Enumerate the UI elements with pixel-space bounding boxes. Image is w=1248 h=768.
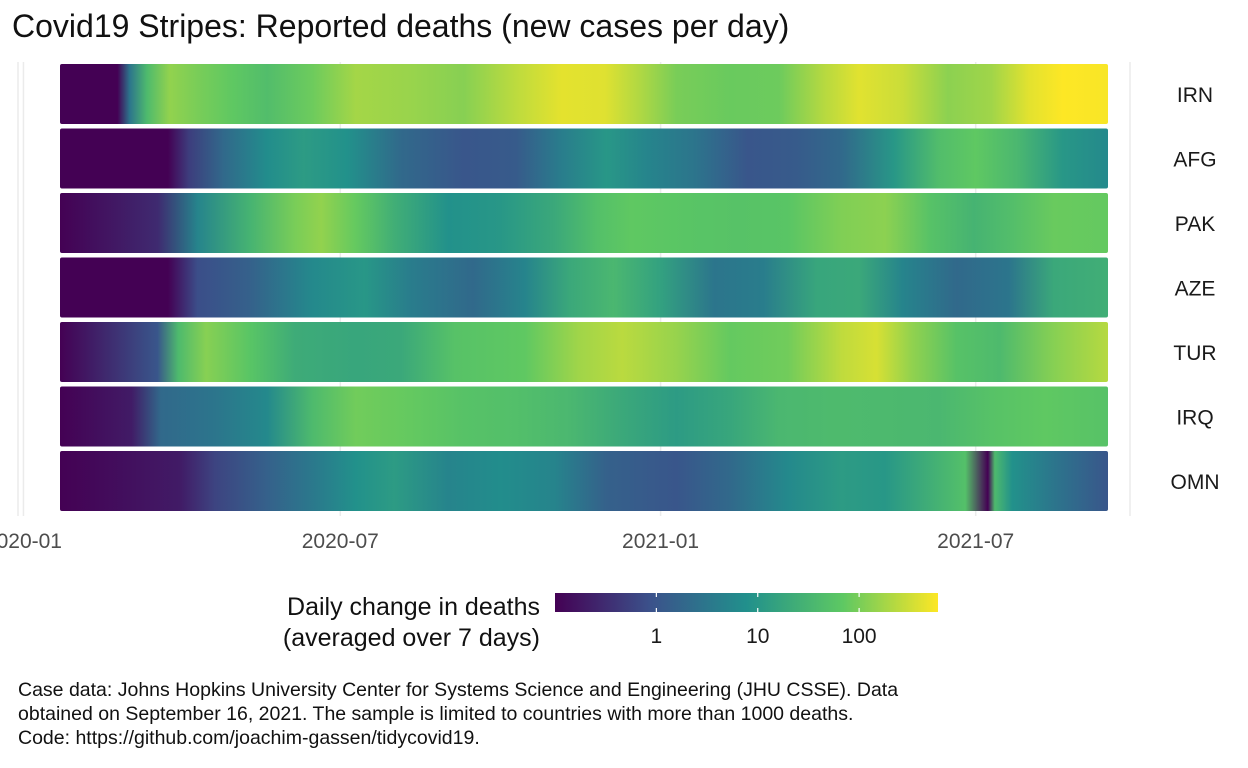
color-legend: 1 10 100 [555,593,938,648]
country-label: PAK [1175,213,1215,236]
country-label: AFG [1173,149,1216,172]
legend-break-label: 10 [746,625,769,648]
x-tick-label: 2020-01 [0,530,62,553]
stripe-row-afg [60,128,1108,189]
country-label: TUR [1173,342,1216,365]
caption-line-1: Case data: Johns Hopkins University Cent… [18,679,899,701]
country-label: OMN [1171,471,1220,494]
stripe-row-irq [60,386,1108,447]
caption-line-3: Code: https://github.com/joachim-gassen/… [18,727,480,749]
caption: Case data: Johns Hopkins University Cent… [18,678,1198,750]
x-tick-label: 2020-07 [302,530,379,553]
country-labels: IRN AFG PAK AZE TUR IRQ OMN [1171,84,1220,494]
country-label: IRQ [1176,407,1213,430]
legend-colorbar [555,593,938,612]
stripe-row-aze [60,257,1108,318]
stripe-row-pak [60,193,1108,253]
legend-title-line1: Daily change in deaths [287,593,540,621]
stripe-row-omn [60,451,1108,511]
x-tick-label: 2021-07 [937,530,1014,553]
legend-break-label: 100 [842,625,877,648]
country-label: IRN [1177,84,1213,107]
stripe-rows [60,64,1108,511]
legend-title-line2: (averaged over 7 days) [282,624,540,652]
stripe-row-tur [60,322,1108,382]
legend-break-label: 1 [651,625,663,648]
legend-title: Daily change in deaths (averaged over 7 … [200,592,540,654]
chart-title: Covid19 Stripes: Reported deaths (new ca… [12,8,790,44]
country-label: AZE [1175,278,1216,301]
x-tick-label: 2021-01 [622,530,699,553]
caption-line-2: obtained on September 16, 2021. The samp… [18,703,854,725]
x-axis-ticks: 2020-01 2020-07 2021-01 2021-07 [0,530,1014,553]
stripe-row-irn [60,64,1108,124]
